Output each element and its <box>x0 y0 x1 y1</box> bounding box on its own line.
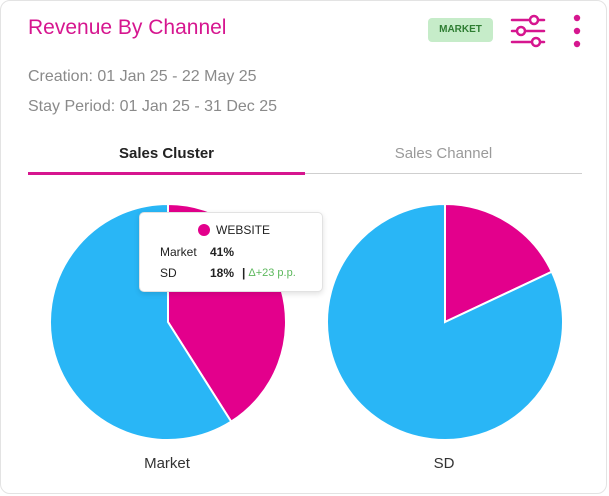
pie-slice-website[interactable] <box>444 202 554 324</box>
tooltip-header: WEBSITE <box>198 223 270 237</box>
card-title: Revenue By Channel <box>28 16 227 39</box>
tab-bar: Sales Cluster Sales Channel <box>28 141 582 177</box>
website-color-dot <box>198 224 210 236</box>
pie-slice-other[interactable] <box>49 202 233 441</box>
tooltip-row-label: SD <box>160 266 177 280</box>
active-tab-indicator <box>28 172 305 175</box>
tooltip-row-value: 18% <box>210 266 235 280</box>
vertical-dots-icon <box>573 14 581 48</box>
pie-slice-other[interactable] <box>326 202 564 441</box>
tooltip-delta: Δ+23 p.p. <box>248 267 296 279</box>
creation-dates: Creation: 01 Jan 25 - 22 May 25 <box>28 68 257 85</box>
chart-tooltip: WEBSITE Market 41% SD 18% | Δ+23 p.p. <box>139 212 323 292</box>
pie-chart-sd <box>326 202 564 441</box>
tooltip-row-market: Market 41% <box>160 245 242 259</box>
tooltip-row-label: Market <box>160 245 197 259</box>
tab-divider <box>305 173 582 174</box>
pie-label-sd: SD <box>433 455 455 472</box>
tooltip-series-name: WEBSITE <box>216 223 271 237</box>
tooltip-separator: | <box>242 266 246 280</box>
tab-sales-channel[interactable]: Sales Channel <box>394 145 493 162</box>
pie-label-market: Market <box>144 455 190 472</box>
sliders-icon <box>510 14 546 48</box>
filter-button[interactable] <box>509 13 547 49</box>
tooltip-row-value: 41% <box>210 245 235 259</box>
more-options-button[interactable] <box>569 13 585 49</box>
tooltip-row-sd: SD 18% | Δ+23 p.p. <box>160 266 296 280</box>
tab-sales-cluster[interactable]: Sales Cluster <box>118 145 215 162</box>
market-badge: MARKET <box>428 18 493 42</box>
stay-period-dates: Stay Period: 01 Jan 25 - 31 Dec 25 <box>28 98 278 115</box>
